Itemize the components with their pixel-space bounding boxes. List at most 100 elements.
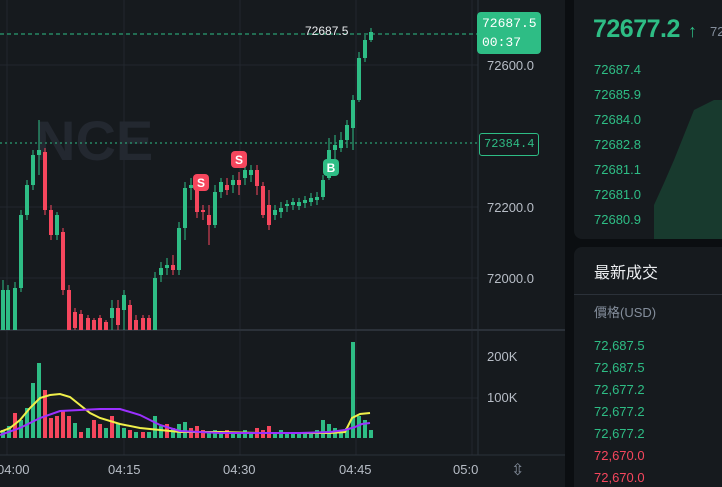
candle-body xyxy=(309,198,313,202)
volume-bar xyxy=(73,423,77,438)
volume-bar xyxy=(13,413,17,438)
orderbook-mark-price: 72 xyxy=(710,24,722,39)
candle-body xyxy=(345,125,349,140)
volume-bar xyxy=(61,410,65,438)
time-axis-label: 04:45 xyxy=(339,462,372,477)
trade-row: 72,687.5 xyxy=(594,338,645,353)
volume-bar xyxy=(110,416,114,438)
candle-body xyxy=(351,100,355,128)
volume-ma-purple xyxy=(0,408,371,436)
watermark: NCE xyxy=(35,109,153,172)
candle-body xyxy=(79,314,83,330)
last-price-line-label: 72687.5 xyxy=(305,24,349,38)
candle-body xyxy=(147,318,151,330)
volume-bar xyxy=(43,390,47,438)
orderbook-mid-price: 72677.2 xyxy=(593,15,680,43)
candle-body xyxy=(225,185,229,190)
candle-body xyxy=(122,295,126,310)
candle-body xyxy=(31,155,35,185)
orderbook-row[interactable]: 72681.1 xyxy=(594,162,641,177)
candle-body xyxy=(67,290,71,330)
volume-bar xyxy=(357,416,361,438)
volume-bar xyxy=(19,420,23,438)
candle-body xyxy=(261,186,265,215)
time-axis-label: 04:00 xyxy=(0,462,30,477)
trade-row: 72,677.2 xyxy=(594,382,645,397)
volume-bar xyxy=(285,432,289,438)
candle-body xyxy=(297,202,301,206)
candle-body xyxy=(183,188,187,228)
candle-body xyxy=(357,58,361,100)
time-axis-label: 04:15 xyxy=(108,462,141,477)
candle-body xyxy=(207,215,211,225)
candle-body xyxy=(171,265,175,270)
orderbook-row[interactable]: 72687.4 xyxy=(594,62,641,77)
candle-body xyxy=(177,228,181,270)
candle-body xyxy=(13,288,17,330)
orderbook-row[interactable]: 72685.9 xyxy=(594,87,641,102)
recent-trades-title: 最新成交 xyxy=(594,265,659,282)
reset-axis-icon[interactable]: ⇳ xyxy=(511,462,525,479)
volume-bar xyxy=(363,420,367,438)
candle-body xyxy=(213,192,217,225)
volume-axis-label: 200K xyxy=(487,349,518,364)
volume-bar xyxy=(141,432,145,438)
orderbook-row[interactable]: 72680.9 xyxy=(594,212,641,227)
candle-body xyxy=(98,318,102,330)
volume-bar xyxy=(25,408,29,438)
trade-row: 72,687.5 xyxy=(594,360,645,375)
volume-bar xyxy=(207,432,211,438)
sell-marker xyxy=(231,151,247,168)
time-axis-label: 04:30 xyxy=(223,462,256,477)
depth-area xyxy=(654,100,722,239)
orderbook-row[interactable]: 72682.8 xyxy=(594,137,641,152)
sell-marker-label: S xyxy=(197,176,205,190)
volume-bar xyxy=(134,432,138,438)
candlestick-chart[interactable]: NCE 72600.0 72200.0 72000.0 200K 100K 04:00 04:… xyxy=(0,0,565,487)
candle-body xyxy=(159,268,163,275)
volume-bar xyxy=(249,432,253,438)
volume-bar xyxy=(98,424,102,438)
sell-marker xyxy=(193,174,209,191)
orderbook-row[interactable]: 72684.0 xyxy=(594,112,641,127)
divider xyxy=(574,294,722,295)
volume-bar xyxy=(351,342,355,438)
candle-body xyxy=(249,170,253,175)
volume-bar xyxy=(231,432,235,438)
candle-body xyxy=(291,202,295,205)
volume-bar xyxy=(291,433,295,438)
chart-panel[interactable]: NCE 72600.0 72200.0 72000.0 200K 100K 04:00 04:… xyxy=(0,0,565,487)
volume-bar xyxy=(237,432,241,438)
candle-body xyxy=(255,170,259,186)
candle-body xyxy=(116,308,120,325)
time-axis-label: 05:0 xyxy=(453,462,478,477)
candle-body xyxy=(55,215,59,235)
trade-row: 72,670.0 xyxy=(594,448,645,463)
candle-body xyxy=(43,152,47,210)
volume-bar xyxy=(92,420,96,438)
candle-body xyxy=(25,185,29,215)
candle-body xyxy=(363,40,367,58)
volume-bar xyxy=(297,432,301,438)
orderbook-row[interactable]: 72681.0 xyxy=(594,187,641,202)
candle-body xyxy=(189,185,193,188)
volume-ma-yellow xyxy=(0,392,371,434)
volume-bar xyxy=(345,428,349,438)
current-price: 72687.5 xyxy=(482,16,537,31)
candle-body xyxy=(61,232,65,290)
volume-bar xyxy=(116,424,120,438)
volume-bar xyxy=(327,424,331,438)
candle-body xyxy=(104,322,108,330)
price-axis-label: 72200.0 xyxy=(487,200,534,215)
trade-row: 72,677.2 xyxy=(594,404,645,419)
candle-body xyxy=(369,32,373,40)
candle-body xyxy=(279,208,283,212)
candle-body xyxy=(285,204,289,206)
volume-bar xyxy=(171,428,175,438)
volume-bar xyxy=(122,428,126,438)
arrow-up-icon: ↑ xyxy=(688,21,697,41)
orderbook-panel: 72677.2 ↑ 72 72687.4 72685.9 72684.0 726… xyxy=(574,0,722,239)
candle-body xyxy=(303,200,307,203)
candle-body xyxy=(219,182,223,192)
candle-body xyxy=(49,210,53,235)
